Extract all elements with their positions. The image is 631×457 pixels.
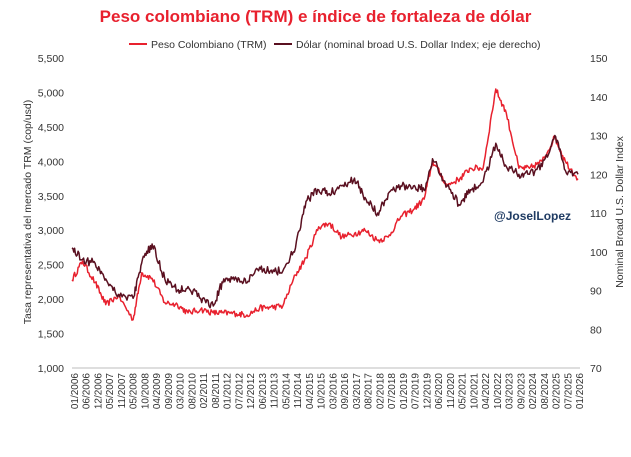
- x-tick-label: 10/2022: [493, 373, 504, 410]
- y-left-tick-label: 4,000: [38, 156, 64, 168]
- x-tick-label: 12/2006: [93, 373, 104, 410]
- chart-title: Peso colombiano (TRM) e índice de fortal…: [100, 7, 532, 26]
- x-tick-label: 10/2008: [140, 373, 151, 410]
- y-left-tick-label: 3,000: [38, 225, 64, 237]
- x-tick-label: 07/2025: [563, 373, 574, 410]
- x-tick-label: 05/2014: [281, 373, 292, 410]
- x-tick-label: 04/2015: [305, 373, 316, 410]
- x-tick-label: 01/2012: [223, 373, 234, 410]
- x-tick-label: 03/2016: [328, 373, 339, 410]
- y-right-tick-label: 150: [590, 53, 608, 65]
- x-tick-label: 12/2012: [246, 373, 257, 410]
- series-line-dollar: [71, 134, 579, 309]
- legend-label-trm: Peso Colombiano (TRM): [151, 39, 267, 51]
- y-axis-left-label: Tasa representativa del mercado TRM (cop…: [22, 100, 34, 325]
- x-tick-label: 11/2020: [446, 373, 457, 409]
- x-tick-label: 06/2013: [258, 373, 269, 410]
- x-tick-label: 02/2025: [552, 373, 563, 410]
- y-right-tick-label: 90: [590, 286, 602, 298]
- x-tick-label: 11/2014: [293, 373, 304, 409]
- y-left-tick-label: 3,500: [38, 191, 64, 203]
- x-tick-label: 04/2009: [152, 373, 163, 410]
- x-tick-label: 02/2011: [199, 373, 210, 409]
- y-left-tick-label: 1,500: [38, 329, 64, 341]
- y-right-tick-label: 120: [590, 169, 608, 181]
- x-tick-label: 01/2026: [575, 373, 586, 410]
- x-tick-label: 10/2015: [317, 373, 328, 410]
- y-left-tick-label: 2,000: [38, 294, 64, 306]
- x-tick-label: 08/2010: [187, 373, 198, 410]
- x-tick-label: 08/2017: [364, 373, 375, 410]
- x-tick-label: 02/2018: [375, 373, 386, 410]
- x-tick-label: 05/2021: [458, 373, 469, 410]
- x-tick-label: 05/2008: [129, 373, 140, 410]
- x-tick-label: 07/2019: [411, 373, 422, 410]
- x-tick-label: 05/2007: [105, 373, 116, 410]
- x-axis: 01/2006 06/2006 12/2006 05/2007 11/2007 05/20…: [70, 373, 586, 410]
- x-tick-label: 06/2020: [434, 373, 445, 410]
- legend-label-dollar: Dólar (nominal broad U.S. Dollar Index; …: [296, 39, 541, 51]
- x-tick-label: 07/2018: [387, 373, 398, 410]
- series-line-trm: [71, 88, 579, 321]
- y-axis-left: 1,000 1,500 2,000 2,500 3,000 3,500 4,000 4,500…: [38, 53, 64, 375]
- y-left-tick-label: 5,500: [38, 53, 64, 65]
- y-right-tick-label: 80: [590, 324, 602, 336]
- y-right-tick-label: 70: [590, 363, 602, 375]
- y-left-tick-label: 5,000: [38, 87, 64, 99]
- y-left-tick-label: 1,000: [38, 363, 64, 375]
- x-tick-label: 03/2017: [352, 373, 363, 410]
- y-right-tick-label: 140: [590, 92, 608, 104]
- x-tick-label: 09/2016: [340, 373, 351, 410]
- x-tick-label: 08/2011: [211, 373, 222, 409]
- x-tick-label: 09/2023: [516, 373, 527, 410]
- x-tick-label: 07/2012: [234, 373, 245, 410]
- y-right-tick-label: 110: [590, 208, 607, 220]
- x-tick-label: 02/2024: [528, 373, 539, 410]
- y-axis-right: 70 80 90 100 110 120 130 140 150: [590, 53, 608, 375]
- x-tick-label: 01/2006: [70, 373, 81, 410]
- x-tick-label: 11/2007: [117, 373, 128, 409]
- author-handle: @JoselLopez: [494, 209, 571, 223]
- y-left-tick-label: 2,500: [38, 260, 64, 272]
- x-tick-label: 09/2009: [164, 373, 175, 410]
- x-tick-label: 03/2010: [176, 373, 187, 410]
- legend: Peso Colombiano (TRM) Dólar (nominal bro…: [129, 39, 541, 51]
- series-layer: [71, 88, 579, 321]
- x-tick-label: 12/2019: [422, 373, 433, 410]
- x-tick-label: 03/2023: [505, 373, 516, 410]
- x-tick-label: 06/2006: [82, 373, 93, 410]
- y-right-tick-label: 130: [590, 131, 608, 143]
- x-tick-label: 11/2013: [270, 373, 281, 409]
- x-tick-label: 01/2019: [399, 373, 410, 410]
- x-tick-label: 04/2022: [481, 373, 492, 410]
- x-tick-label: 10/2021: [469, 373, 480, 410]
- y-right-tick-label: 100: [590, 247, 608, 259]
- y-axis-right-label: Nominal Broad U.S. Dollar Index: [614, 135, 626, 287]
- x-tick-label: 08/2024: [540, 373, 551, 410]
- y-left-tick-label: 4,500: [38, 122, 64, 134]
